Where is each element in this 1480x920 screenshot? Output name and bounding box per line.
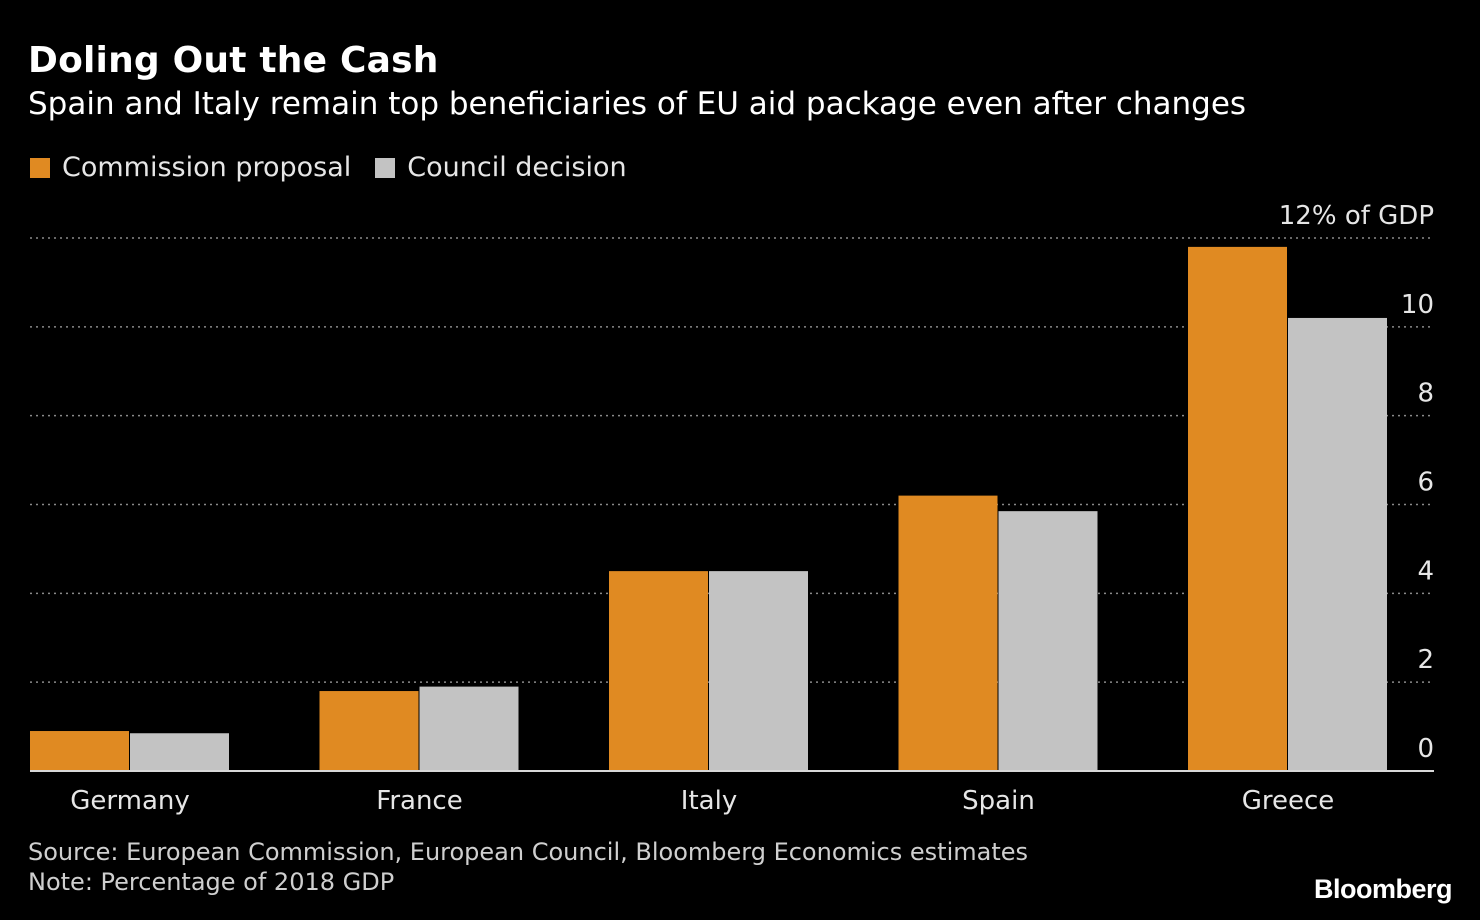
bar-france-commission <box>319 691 419 771</box>
y-tick-label: 8 <box>1417 379 1434 409</box>
legend-swatch-council <box>375 157 396 178</box>
legend: Commission proposal Council decision <box>30 152 651 183</box>
y-tick-label: 12% of GDP <box>1279 201 1434 231</box>
x-tick-label: France <box>376 786 462 816</box>
x-tick-label: Spain <box>962 786 1035 816</box>
bar-italy-commission <box>609 571 708 771</box>
y-tick-label: 6 <box>1417 468 1434 498</box>
bar-greece-council <box>1288 317 1387 771</box>
bar-germany-council <box>130 733 229 771</box>
x-tick-label: Greece <box>1242 786 1335 816</box>
x-tick-label: Italy <box>681 786 737 816</box>
legend-item-commission: Commission proposal <box>30 152 351 183</box>
legend-label-council: Council decision <box>407 152 627 183</box>
bar-spain-commission <box>898 495 998 771</box>
footnote: Note: Percentage of 2018 GDP <box>28 868 395 896</box>
source-note: Source: European Commission, European Co… <box>28 838 1028 866</box>
bar-france-council <box>419 686 519 771</box>
bar-spain-council <box>998 511 1098 771</box>
bar-greece-commission <box>1188 246 1287 772</box>
y-tick-label: 2 <box>1417 645 1434 675</box>
bar-italy-council <box>709 571 808 771</box>
legend-item-council: Council decision <box>375 152 627 183</box>
x-tick-label: Germany <box>70 786 190 816</box>
legend-swatch-commission <box>30 157 50 178</box>
chart-subtitle: Spain and Italy remain top beneficiaries… <box>28 86 1247 122</box>
y-tick-label: 10 <box>1401 290 1434 320</box>
legend-label-commission: Commission proposal <box>62 152 352 183</box>
chart-title: Doling Out the Cash <box>28 40 439 81</box>
y-tick-label: 0 <box>1417 734 1434 764</box>
y-tick-label: 4 <box>1417 556 1434 586</box>
bar-germany-commission <box>30 731 129 771</box>
bloomberg-logo: Bloomberg <box>1313 874 1453 904</box>
